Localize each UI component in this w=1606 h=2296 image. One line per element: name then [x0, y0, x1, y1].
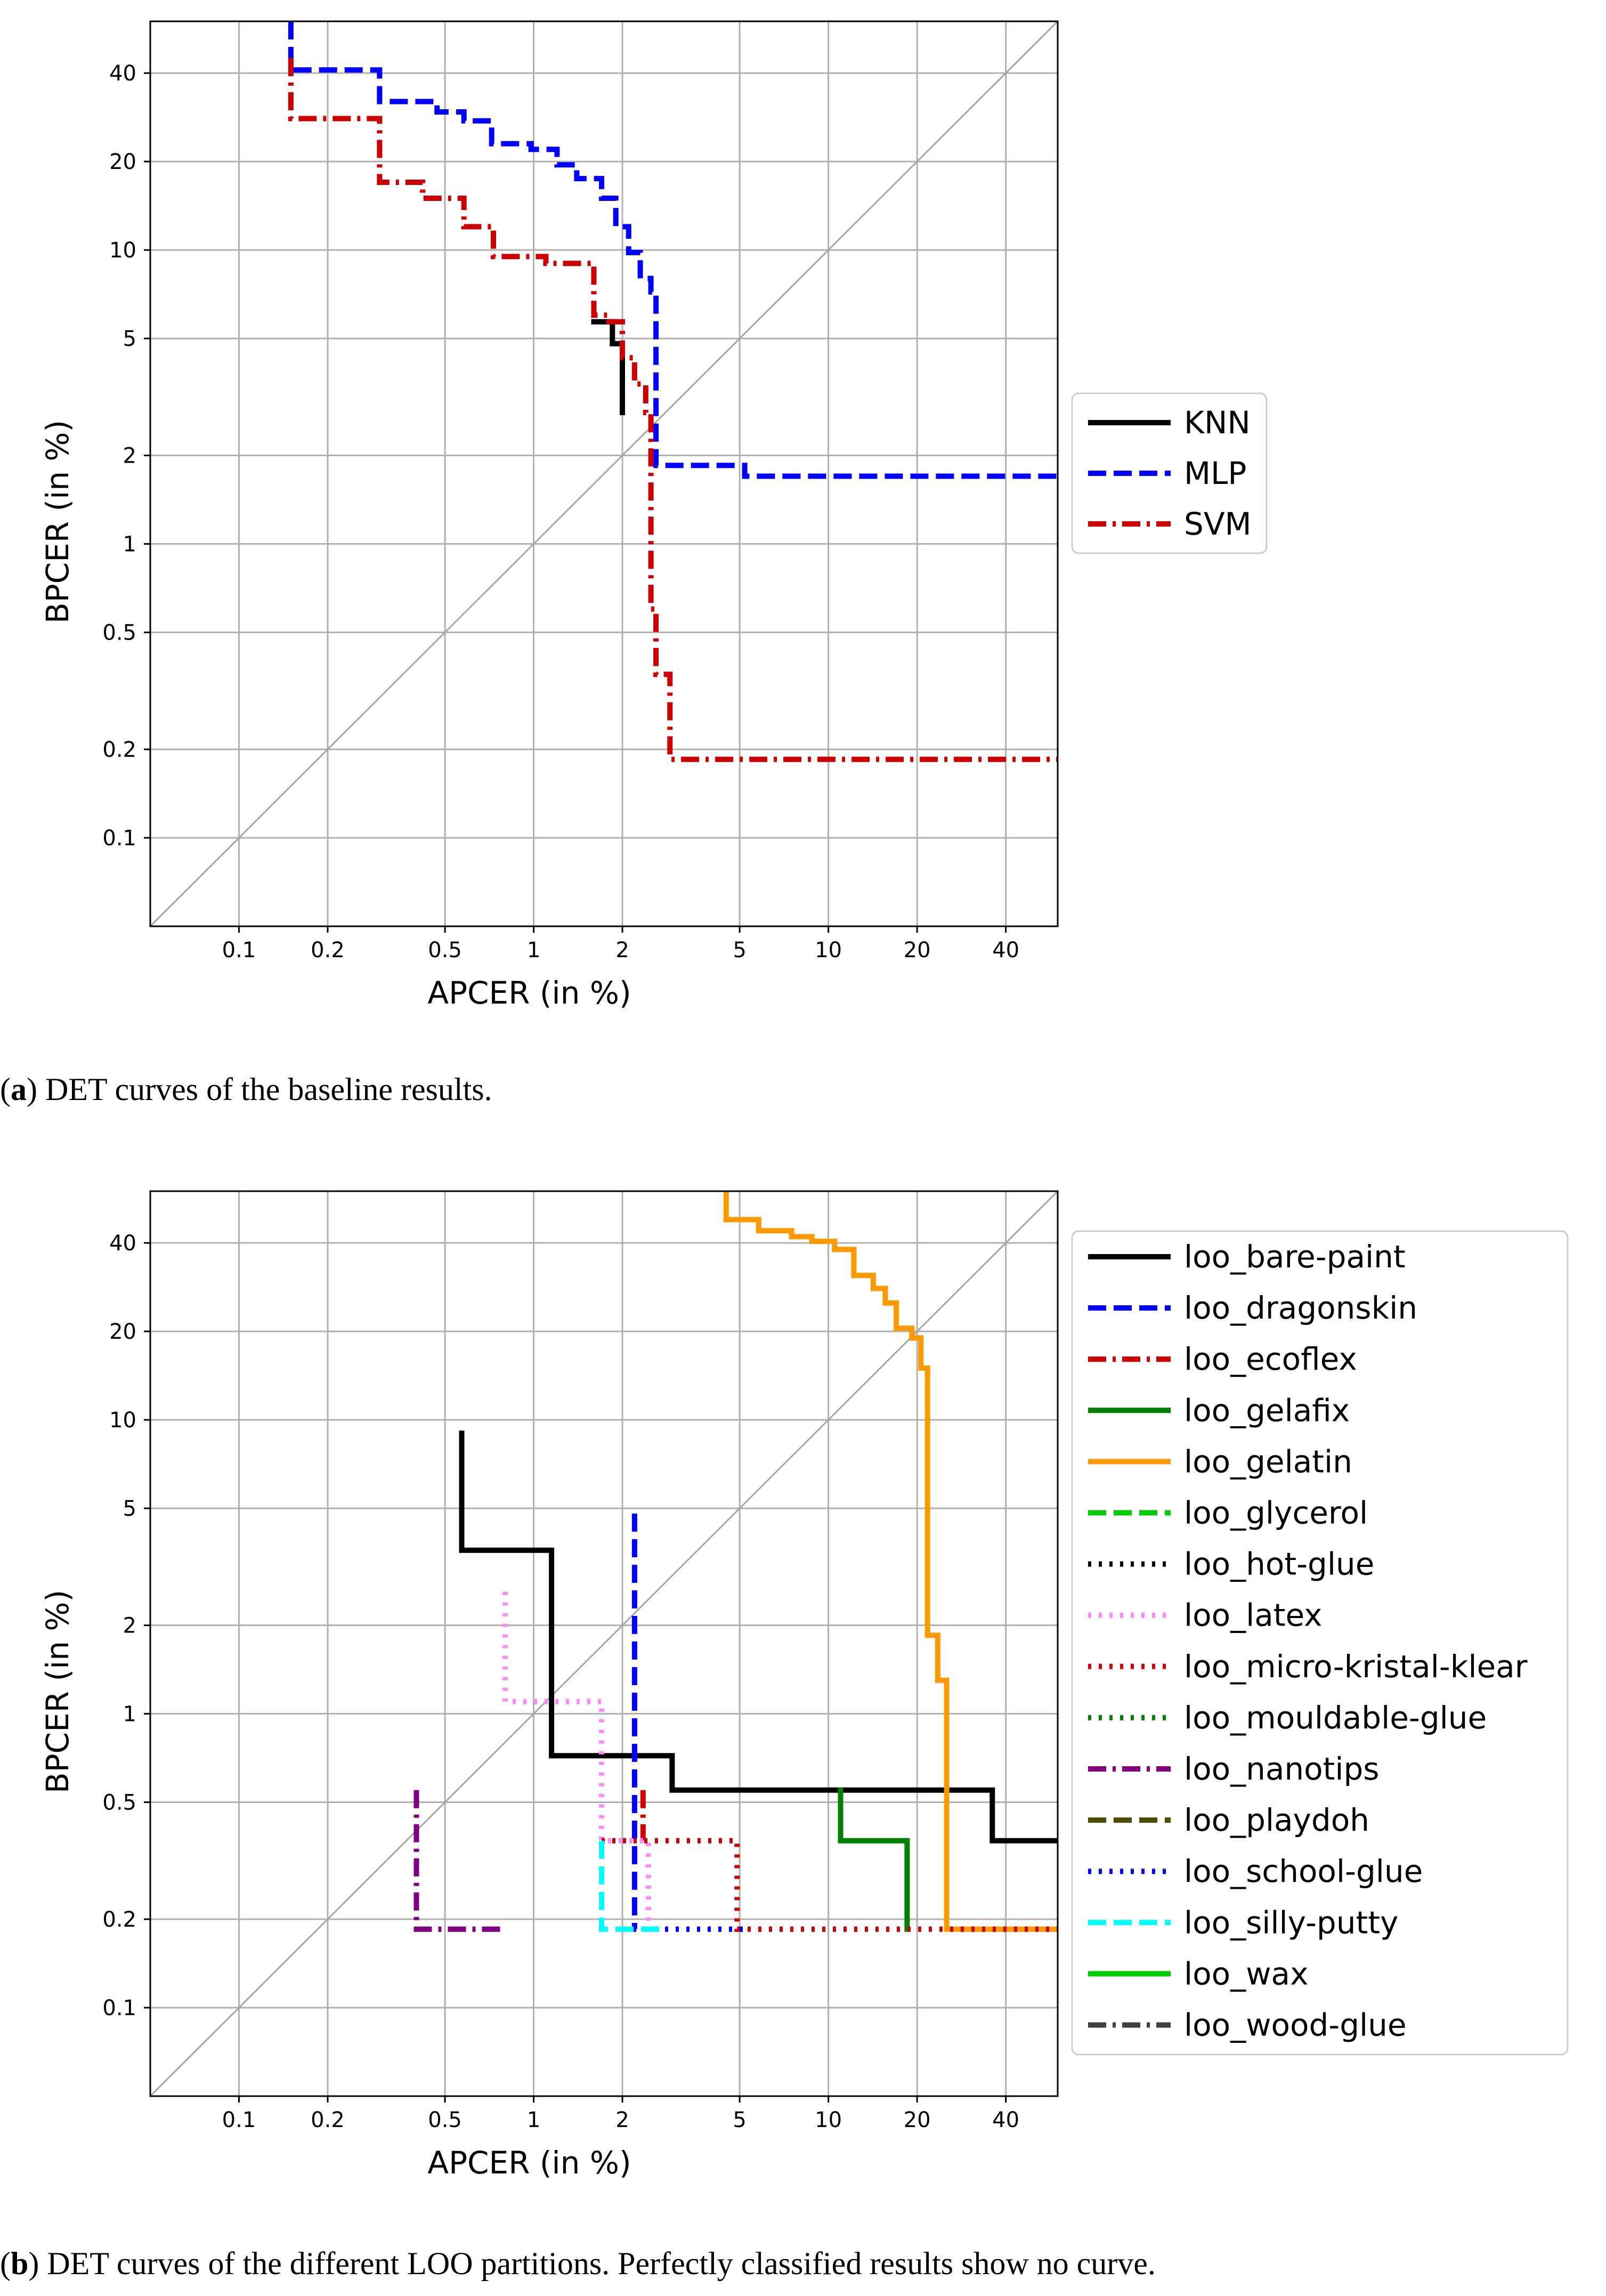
y-tick-label-0.1: 0.1: [102, 826, 136, 851]
x-tick-label-40: 40: [992, 2108, 1019, 2132]
legend: loo_bare-paint loo_dragonskin loo_ecoflexl…: [1071, 1230, 1569, 2056]
x-tick-label-5: 5: [733, 938, 746, 963]
series-line-loo_bare-paint: [459, 1430, 1058, 1844]
diagonal-line: [150, 1191, 1058, 2096]
y-axis-label: BPCER (in %): [39, 1590, 76, 1793]
legend-label-loo_latex: loo_latex: [1184, 1597, 1322, 1634]
caption-b-letter: b: [10, 2246, 29, 2281]
chart-b: 0.1 0.2 0.5 1 2 5 10 20 40 0.1 0.2 0.5 1 2 5 10 20 40 APCE…: [39, 1190, 1569, 2181]
caption-a-text: ) DET curves of the baseline results.: [26, 1072, 492, 1107]
caption-a: (a) DET curves of the baseline results.: [0, 1072, 492, 1107]
series-line-KNN: [591, 319, 625, 415]
y-tick-label-0.2: 0.2: [102, 738, 136, 762]
y-tick-label-0.1: 0.1: [102, 1996, 136, 2020]
x-tick-label-2: 2: [615, 938, 629, 963]
y-tick-label-0.2: 0.2: [102, 1907, 136, 1932]
x-axis-label: APCER (in %): [427, 975, 631, 1011]
x-tick-label-0.2: 0.2: [311, 938, 345, 963]
legend-box: [1071, 1230, 1569, 2056]
series-line-SVM: [288, 58, 1058, 762]
y-tick-label-10: 10: [109, 1408, 136, 1433]
legend-label-loo_bare-paint: loo_bare-paint: [1184, 1239, 1406, 1275]
legend-label-loo_playdoh: loo_playdoh: [1184, 1802, 1369, 1838]
legend-label-loo_gelafix: loo_gelafix: [1184, 1392, 1350, 1428]
series-line-loo_gelafix: [838, 1787, 910, 1932]
legend-label-loo_dragonskin: loo_dragonskin: [1184, 1290, 1417, 1326]
legend-label-loo_hot-glue: loo_hot-glue: [1184, 1546, 1374, 1582]
series-line-loo_silly-putty: [599, 1840, 661, 1932]
x-tick-label-1: 1: [527, 2108, 540, 2132]
y-tick-label-20: 20: [109, 1320, 136, 1344]
y-tick-label-1: 1: [123, 532, 136, 557]
x-tick-label-20: 20: [904, 2108, 931, 2132]
legend-label-loo_gelatin: loo_gelatin: [1184, 1443, 1352, 1480]
y-tick-label-40: 40: [109, 61, 136, 86]
legend-label-loo_school-glue: loo_school-glue: [1184, 1853, 1423, 1889]
legend-label-loo_ecoflex: loo_ecoflex: [1184, 1341, 1357, 1377]
y-tick-label-0.5: 0.5: [102, 1791, 136, 1815]
x-tick-label-1: 1: [527, 938, 540, 963]
x-tick-label-10: 10: [815, 938, 842, 963]
x-tick-label-20: 20: [904, 938, 931, 963]
legend-label-loo_glycerol: loo_glycerol: [1184, 1495, 1368, 1531]
legend-label-loo_wood-glue: loo_wood-glue: [1184, 2007, 1407, 2043]
legend: KNN MLP SVM: [1071, 392, 1268, 554]
y-tick-label-40: 40: [109, 1231, 136, 1256]
x-tick-label-2: 2: [615, 2108, 629, 2132]
series-line-loo_nanotips: [413, 1790, 505, 1932]
plot-frame: [149, 20, 1059, 927]
diagonal-line: [150, 21, 1058, 926]
caption-b: (b) DET curves of the different LOO part…: [0, 2246, 1156, 2281]
chart-a: 0.1 0.2 0.5 1 2 5 10 20 40 0.1 0.2 0.5 1 2 5 10 20 40 APCE…: [39, 20, 1268, 1011]
x-tick-label-0.1: 0.1: [222, 2108, 256, 2132]
x-tick-label-0.2: 0.2: [311, 2108, 345, 2132]
legend-label-KNN: KNN: [1184, 405, 1251, 441]
y-tick-label-2: 2: [123, 1614, 136, 1638]
x-tick-label-0.5: 0.5: [428, 2108, 462, 2132]
caption-b-text: ) DET curves of the different LOO partit…: [28, 2246, 1156, 2281]
legend-label-loo_silly-putty: loo_silly-putty: [1184, 1904, 1398, 1941]
y-tick-label-20: 20: [109, 150, 136, 174]
series-line-loo_latex: [502, 1591, 651, 1929]
legend-label-SVM: SVM: [1184, 506, 1252, 542]
y-tick-label-5: 5: [123, 327, 136, 351]
y-axis-label: BPCER (in %): [39, 420, 76, 624]
x-tick-label-5: 5: [733, 2108, 746, 2132]
x-axis-label: APCER (in %): [427, 2145, 631, 2181]
y-tick-label-0.5: 0.5: [102, 621, 136, 645]
y-tick-label-2: 2: [123, 444, 136, 468]
series-line-loo_micro-kristal-klear: [602, 1838, 1058, 1932]
x-tick-label-10: 10: [815, 2108, 842, 2132]
series-line-MLP: [288, 21, 1058, 479]
legend-label-MLP: MLP: [1184, 455, 1246, 491]
x-tick-label-0.5: 0.5: [428, 938, 462, 963]
y-tick-label-5: 5: [123, 1497, 136, 1521]
x-tick-label-40: 40: [992, 938, 1019, 963]
series-line-loo_gelatin: [723, 1191, 1058, 1932]
legend-label-loo_wax: loo_wax: [1184, 1955, 1308, 1992]
legend-label-loo_mouldable-glue: loo_mouldable-glue: [1184, 1700, 1487, 1736]
caption-a-letter: a: [10, 1072, 27, 1107]
x-tick-label-0.1: 0.1: [222, 938, 256, 963]
legend-label-loo_nanotips: loo_nanotips: [1184, 1751, 1380, 1787]
y-tick-label-10: 10: [109, 238, 136, 263]
y-tick-label-1: 1: [123, 1702, 136, 1727]
legend-label-loo_micro-kristal-klear: loo_micro-kristal-klear: [1184, 1648, 1528, 1685]
plot-frame: [149, 1190, 1059, 2097]
